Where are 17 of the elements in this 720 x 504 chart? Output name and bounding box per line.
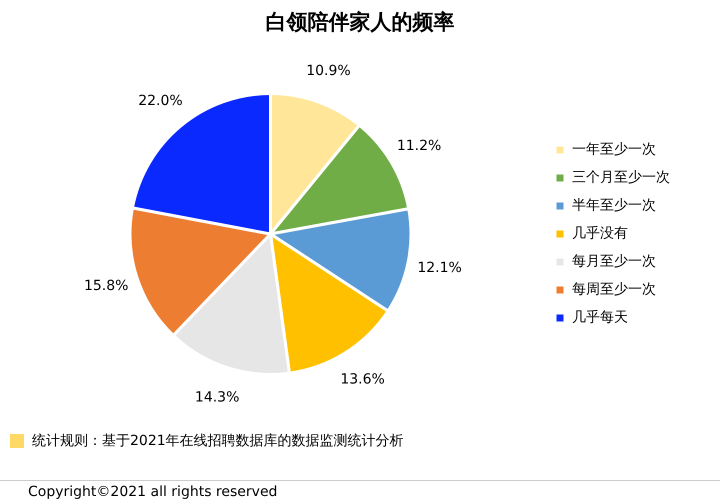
legend-label: 每月至少一次 bbox=[572, 254, 656, 270]
data-label: 10.9% bbox=[306, 63, 351, 80]
data-label: 14.3% bbox=[194, 390, 240, 406]
text: Copyright©2021 all rights reserved bbox=[28, 484, 278, 500]
legend-label: 半年至少一次 bbox=[572, 198, 656, 214]
data-label: 12.1% bbox=[417, 260, 462, 276]
legend-label: 几乎每天 bbox=[572, 310, 628, 326]
legend-label: 几乎没有 bbox=[572, 226, 628, 242]
text: 统计规则：基于2021年在线招聘数据库的数据监测统计分析 bbox=[32, 432, 404, 450]
legend-label: 一年至少一次 bbox=[572, 142, 656, 158]
data-label: 13.6% bbox=[340, 372, 385, 388]
legend-label: 每周至少一次 bbox=[572, 282, 656, 298]
data-label: 15.8% bbox=[84, 278, 128, 294]
data-label: 22.0% bbox=[138, 92, 183, 109]
data-label: 11.2% bbox=[396, 138, 442, 154]
chart-title: 白领陪伴家人的频率 bbox=[264, 9, 456, 36]
legend-label: 三个月至少一次 bbox=[572, 170, 670, 186]
